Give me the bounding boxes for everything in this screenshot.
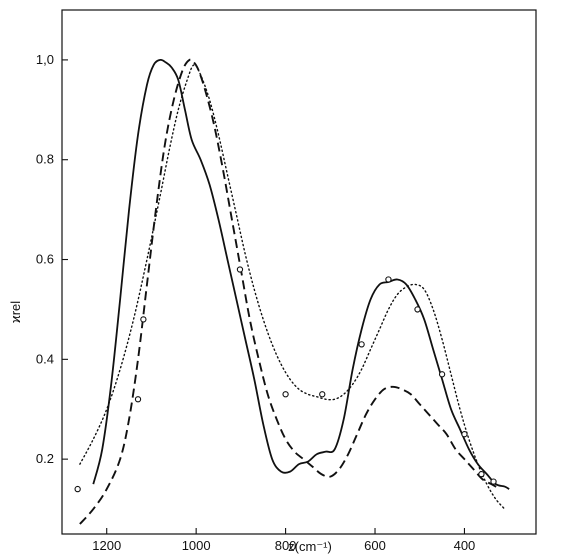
y-tick-label: 1,0 xyxy=(36,52,54,67)
x-tick-label: 400 xyxy=(454,538,476,553)
data-point-marker xyxy=(134,396,142,403)
data-point-marker xyxy=(478,470,485,478)
y-tick-label: 0.4 xyxy=(36,351,54,366)
x-axis-ticks: 1200 1000 800 600 400 xyxy=(92,528,475,553)
data-point-marker xyxy=(140,316,147,323)
y-axis-label: ϰrel xyxy=(8,301,23,323)
data-point-marker xyxy=(74,485,81,493)
y-tick-label: 0.6 xyxy=(36,252,54,267)
data-point-marker xyxy=(490,478,497,485)
data-point-marker xyxy=(461,431,468,438)
data-point-marker xyxy=(236,266,244,273)
y-tick-label: 0.8 xyxy=(36,152,54,167)
data-point-marker xyxy=(414,306,421,313)
y-tick-label: 0.2 xyxy=(36,451,54,466)
series-line-solid xyxy=(92,58,510,490)
x-axis-label: z(cm⁻¹) xyxy=(288,539,332,554)
data-point-marker xyxy=(358,341,365,348)
series-line-dotted xyxy=(79,64,506,510)
plot-frame xyxy=(61,9,537,535)
x-tick-label: 1200 xyxy=(92,538,121,553)
data-point-marker xyxy=(438,371,446,378)
y-axis-ticks: 0.2 0.4 0.6 0.8 1,0 xyxy=(36,52,68,466)
series-layer xyxy=(79,58,510,525)
x-tick-label: 800 xyxy=(275,538,297,553)
x-tick-label: 600 xyxy=(364,538,386,553)
x-tick-label: 1000 xyxy=(182,538,211,553)
data-point-marker xyxy=(385,276,392,283)
series-line-dashed xyxy=(79,58,501,525)
data-point-marker xyxy=(319,391,326,398)
marker-layer xyxy=(74,266,497,493)
data-point-marker xyxy=(282,391,289,398)
